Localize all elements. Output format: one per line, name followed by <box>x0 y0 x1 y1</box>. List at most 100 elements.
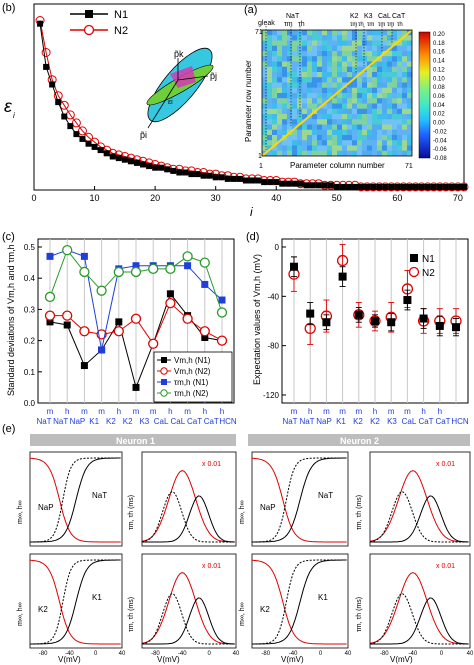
heat-xlabel: Parameter column number <box>290 161 385 170</box>
heatmap-cell <box>302 56 307 62</box>
legend-n2-label: N2 <box>114 25 128 37</box>
heatmap-cell <box>342 40 347 46</box>
b-point-N1 <box>327 182 334 189</box>
heatmap-cell <box>322 145 327 151</box>
heatmap-cell <box>357 66 362 72</box>
c-point <box>201 280 209 288</box>
heatmap-cell <box>282 145 287 151</box>
heatmap-cell <box>387 129 392 135</box>
heatmap-cell <box>312 87 317 93</box>
heatmap-cell <box>287 82 292 88</box>
heatmap-cell <box>287 124 292 130</box>
c-point <box>199 326 210 337</box>
heatmap-cell <box>312 135 317 141</box>
heatmap-cell <box>367 82 372 88</box>
heatmap-cell <box>277 150 282 156</box>
heatmap-cell <box>367 56 372 62</box>
b-x-tick-label: 40 <box>271 193 281 203</box>
heatmap-cell <box>367 72 372 78</box>
c-point <box>63 321 71 329</box>
e-xlabel-3: V(mV) <box>281 655 304 664</box>
heatmap-cell <box>402 103 407 109</box>
b-point-N1 <box>424 183 431 190</box>
ellipsoid-inset: p̃k p̃j p̃i εi <box>140 47 217 140</box>
b-point-N1 <box>273 179 280 186</box>
heatmap-cell <box>322 124 327 130</box>
heatmap-cell <box>302 103 307 109</box>
b-x-tick-label: 30 <box>211 193 221 203</box>
heatmap-cell <box>387 98 392 104</box>
e-m-inf-curve <box>252 457 347 543</box>
b-point-N1 <box>85 140 92 147</box>
b-point-N1 <box>376 183 383 190</box>
b-point-N1 <box>339 183 346 190</box>
heatmap-cell <box>357 56 362 62</box>
panel-e-subplots: NaP NaT m∞, h∞ x 0.01 τm, τh (ms) NaP NaT m∞, h… <box>17 451 474 657</box>
heatmap-cell <box>377 114 382 120</box>
c-cat-top: h <box>168 407 172 416</box>
colorbar-tick-label: 0.04 <box>433 103 445 109</box>
heatmap-cell <box>357 61 362 67</box>
heatmap-cell <box>302 150 307 156</box>
heatmap-cell <box>302 114 307 120</box>
d-point <box>354 310 363 319</box>
heatmap-cell <box>392 150 397 156</box>
heatmap-cell <box>262 114 267 120</box>
legend-c-2: τm,h (N1) <box>174 378 209 387</box>
d-cat-bottom: CaT <box>418 417 433 426</box>
heatmap-cell <box>397 45 402 51</box>
heatmap-cell <box>332 45 337 51</box>
heatmap-cell <box>352 45 357 51</box>
heatmap-cell <box>332 98 337 104</box>
e-h-inf-curve <box>29 559 121 645</box>
heatmap-cell <box>407 145 412 151</box>
heatmap-cell <box>322 61 327 67</box>
e-m-inf-dashed <box>252 559 347 645</box>
heatmap-cell <box>327 35 332 41</box>
heatmap-cell <box>347 77 352 83</box>
heatmap-cell <box>377 40 382 46</box>
heatmap-cell <box>362 87 367 93</box>
heatmap-cell <box>317 30 322 36</box>
heat-top-label-taum: τm <box>284 21 293 28</box>
e-x-tick-label: -40 <box>289 651 298 657</box>
d-cat-bottom: K2 <box>353 417 363 426</box>
heatmap-cell <box>352 98 357 104</box>
heatmap-cell <box>277 45 282 51</box>
d-cat-bottom: CaL <box>402 417 417 426</box>
heatmap-cell <box>287 98 292 104</box>
heatmap-cell <box>392 51 397 57</box>
heatmap-cell <box>322 150 327 156</box>
heatmap-cell <box>342 35 347 41</box>
heatmap-cell <box>312 82 317 88</box>
c-cat-bottom: K2 <box>106 417 116 426</box>
heatmap-cell <box>372 51 377 57</box>
heatmap-cell <box>337 108 342 114</box>
heatmap-cell <box>382 45 387 51</box>
neuron1-header: Neuron 1 <box>116 436 155 446</box>
heatmap-cell <box>297 140 302 146</box>
heatmap-cell <box>332 40 337 46</box>
panel-b-series <box>35 16 469 192</box>
heatmap-cell <box>402 82 407 88</box>
panel-c-legend: Vm,h (N1) Vm,h (N2) τm,h (N1) τm,h (N2) <box>153 351 233 403</box>
e-xlabel-1: V(mV) <box>58 655 81 664</box>
heatmap-cell <box>272 145 277 151</box>
heatmap-cell <box>372 93 377 99</box>
heatmap-cell <box>392 56 397 62</box>
heatmap-cell <box>352 150 357 156</box>
heatmap-cell <box>367 77 372 83</box>
heatmap-cell <box>382 35 387 41</box>
heatmap-cell <box>272 135 277 141</box>
heatmap-cell <box>382 61 387 67</box>
heatmap-cell <box>282 140 287 146</box>
heat-top2-1: τh <box>358 22 364 28</box>
heatmap-cell <box>327 87 332 93</box>
heatmap-cell <box>292 87 297 93</box>
d-point <box>387 318 396 327</box>
heatmap-cell <box>397 119 402 125</box>
e-ylabel-tau: τm, τh (ms) <box>128 597 135 632</box>
e-ylabel-m: m∞, h∞ <box>239 500 246 524</box>
b-point-N1 <box>321 182 328 189</box>
heatmap-cell <box>262 135 267 141</box>
